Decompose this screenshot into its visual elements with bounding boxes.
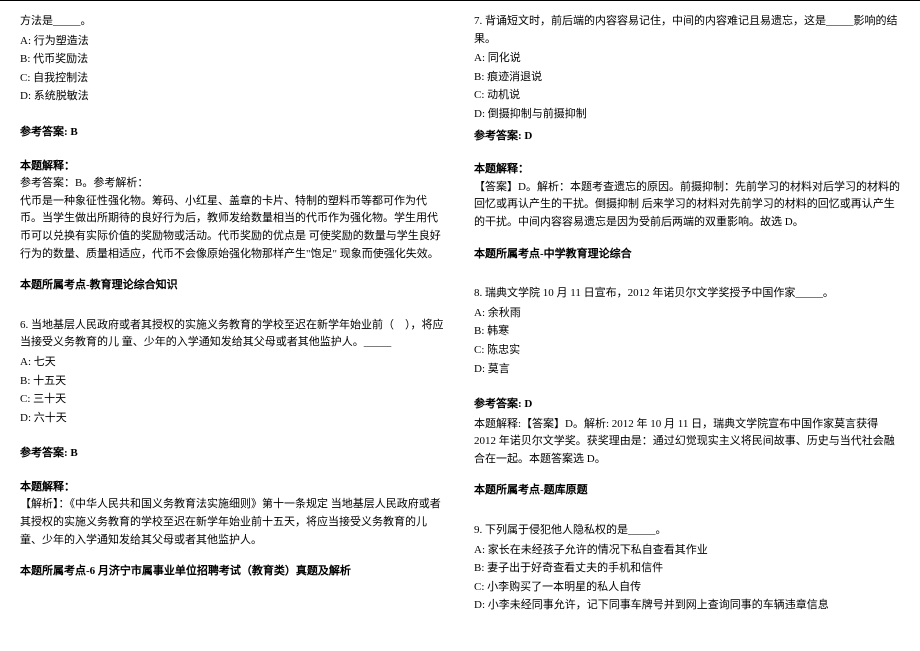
q9-block: 9. 下列属于侵犯他人隐私权的是_____。 A: 家长在未经孩子允许的情况下私… [474,522,900,615]
spacer [20,431,446,445]
spacer [20,549,446,563]
q9-opt-c: C: 小李购买了一本明星的私人自传 [474,579,900,597]
spacer [20,263,446,277]
q5-expl-line1: 参考答案：B。参考解析： [20,175,446,193]
q8-block: 8. 瑞典文学院 10 月 11 日宣布，2012 年诺贝尔文学奖授予中国作家_… [474,285,900,378]
q6-opt-c: C: 三十天 [20,391,446,409]
q5-opt-c: C: 自我控制法 [20,70,446,88]
q8-stem: 8. 瑞典文学院 10 月 11 日宣布，2012 年诺贝尔文学奖授予中国作家_… [474,285,900,303]
q7-expl-body: 【答案】D。解析：本题考查遗忘的原因。前摄抑制：先前学习的材料对后学习的材料的回… [474,179,900,232]
q7-opt-c: C: 动机说 [474,87,900,105]
q6-opt-a: A: 七天 [20,354,446,372]
spacer [474,147,900,161]
spacer [20,110,446,124]
q9-opt-d: D: 小李未经同事允许，记下同事车牌号并到网上查询同事的车辆违章信息 [474,597,900,615]
q6-expl-body: 【解析】：《中华人民共和国义务教育法实施细则》第十一条规定 当地基层人民政府或者… [20,496,446,549]
q6-opt-b: B: 十五天 [20,373,446,391]
q8-topic: 本题所属考点-题库原题 [474,482,900,500]
q5-expl-body: 代币是一种象征性强化物。筹码、小红星、盖章的卡片、特制的塑料币等都可作为代币。当… [20,193,446,263]
q9-opt-a: A: 家长在未经孩子允许的情况下私自查看其作业 [474,542,900,560]
spacer [474,263,900,285]
q7-opt-a: A: 同化说 [474,50,900,68]
spacer [474,468,900,482]
spacer [20,295,446,317]
q7-opt-b: B: 痕迹消退说 [474,69,900,87]
q6-opt-d: D: 六十天 [20,410,446,428]
q7-opt-d: D: 倒摄抑制与前摄抑制 [474,106,900,124]
q5-expl-title: 本题解释： [20,158,446,176]
q5-block: 方法是_____。 A: 行为塑造法 B: 代币奖励法 C: 自我控制法 D: … [20,13,446,106]
q5-topic: 本题所属考点-教育理论综合知识 [20,277,446,295]
q8-opt-c: C: 陈忠实 [474,342,900,360]
q5-opt-a: A: 行为塑造法 [20,33,446,51]
q7-block: 7. 背诵短文时，前后端的内容容易记住，中间的内容难记且易遗忘，这是_____影… [474,13,900,124]
q6-expl-title: 本题解释： [20,479,446,497]
spacer [474,232,900,246]
q6-answer: 参考答案: B [20,445,446,463]
q5-answer: 参考答案: B [20,124,446,142]
q8-opt-d: D: 莫言 [474,361,900,379]
spacer [474,382,900,396]
q9-stem: 9. 下列属于侵犯他人隐私权的是_____。 [474,522,900,540]
q5-stem: 方法是_____。 [20,13,446,31]
spacer [20,581,446,603]
q8-answer: 参考答案: D [474,396,900,414]
q7-expl-title: 本题解释： [474,161,900,179]
q8-opt-b: B: 韩寒 [474,323,900,341]
q5-opt-d: D: 系统脱敏法 [20,88,446,106]
q6-topic: 本题所属考点-6 月济宁市属事业单位招聘考试（教育类）真题及解析 [20,563,446,581]
q8-opt-a: A: 余秋雨 [474,305,900,323]
q7-stem: 7. 背诵短文时，前后端的内容容易记住，中间的内容难记且易遗忘，这是_____影… [474,13,900,48]
q7-topic: 本题所属考点-中学教育理论综合 [474,246,900,264]
page-container: 方法是_____。 A: 行为塑造法 B: 代币奖励法 C: 自我控制法 D: … [0,0,920,632]
spacer [20,465,446,479]
spacer [474,500,900,522]
q8-expl-body: 本题解释:【答案】D。解析: 2012 年 10 月 11 日，瑞典文学院宣布中… [474,416,900,469]
q6-block: 6. 当地基层人民政府或者其授权的实施义务教育的学校至迟在新学年始业前（ ），将… [20,317,446,428]
q6-stem: 6. 当地基层人民政府或者其授权的实施义务教育的学校至迟在新学年始业前（ ），将… [20,317,446,352]
q5-opt-b: B: 代币奖励法 [20,51,446,69]
q9-opt-b: B: 妻子出于好奇查看丈夫的手机和信件 [474,560,900,578]
spacer [20,144,446,158]
q7-answer: 参考答案: D [474,128,900,146]
